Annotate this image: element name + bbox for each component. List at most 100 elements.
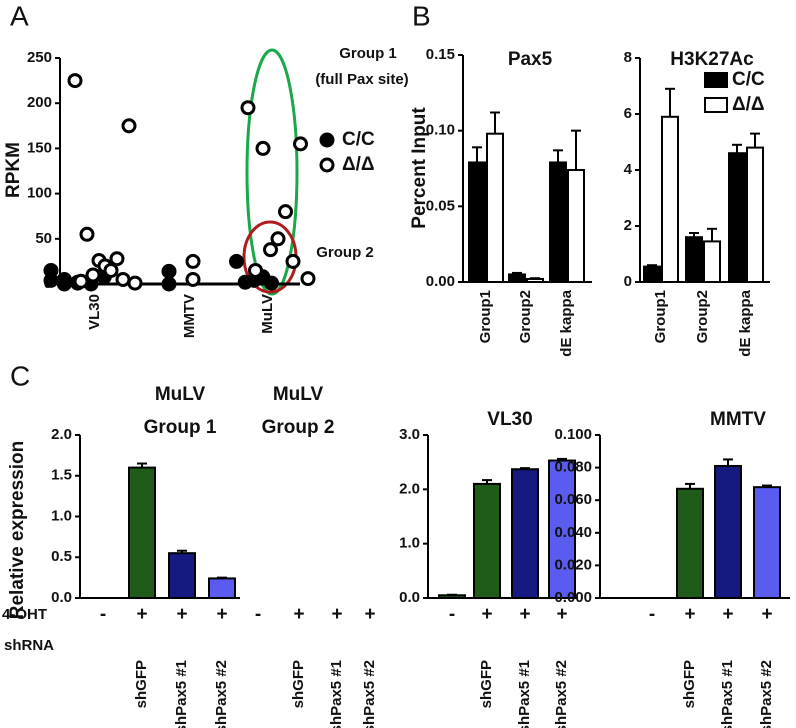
y-axis-label: Relative expression [7, 441, 28, 619]
treatment-label: + [331, 604, 342, 625]
data-point [121, 118, 137, 134]
panel-label: B [412, 0, 431, 31]
treatment-label: + [684, 604, 695, 625]
data-point [264, 275, 279, 291]
data-point [161, 276, 177, 292]
row-label: shRNA [4, 637, 54, 654]
treatment-label: + [722, 604, 733, 625]
treatment-label: + [481, 604, 492, 625]
treatment-label: + [216, 604, 227, 625]
chart-title: Group 2 [262, 417, 335, 438]
y-tick-label: 0.10 [426, 122, 455, 139]
data-point [43, 272, 59, 288]
chart-title: MMTV [710, 409, 766, 430]
data-point [161, 263, 177, 279]
treatment-label: - [255, 604, 261, 625]
y-tick-label: 2 [624, 217, 632, 234]
x-tick-label: shPax5 #1 [173, 660, 190, 728]
x-tick-label: dE kappa [558, 289, 575, 356]
x-tick-label: Group1 [477, 290, 494, 343]
bar [746, 146, 764, 283]
data-point [278, 204, 293, 220]
bar [661, 115, 679, 283]
y-axis-label: RPKM [3, 142, 24, 198]
y-tick-label: 0.0 [399, 589, 420, 606]
x-tick-label: shPax5 #2 [213, 660, 230, 728]
y-axis-label: Percent Input [409, 107, 430, 229]
bar [168, 552, 196, 599]
bar [549, 161, 567, 284]
bar [473, 482, 501, 599]
x-tick-label: shGFP [478, 660, 495, 708]
data-point [85, 267, 101, 283]
treatment-label: + [136, 604, 147, 625]
treatment-label: + [761, 604, 772, 625]
legend-label: C/C [732, 69, 765, 90]
chart-title: Group 1 [144, 417, 217, 438]
y-tick-label: 100 [27, 185, 52, 202]
data-point [263, 242, 278, 258]
bar [208, 577, 236, 600]
treatment-label: + [176, 604, 187, 625]
x-tick-label: shGFP [681, 660, 698, 708]
x-tick-label: Group1 [652, 290, 669, 343]
y-tick-label: 0.100 [554, 426, 592, 443]
treatment-label: + [519, 604, 530, 625]
panel-label: C [10, 360, 30, 391]
bar [508, 273, 526, 283]
treatment-label: - [100, 604, 106, 625]
y-tick-label: 0.000 [554, 589, 592, 606]
y-tick-label: 0.0 [51, 589, 72, 606]
bar [567, 169, 585, 283]
annotation: Group 2 [316, 244, 374, 261]
data-point [237, 274, 253, 290]
data-point [185, 253, 201, 269]
y-tick-label: 50 [35, 230, 52, 247]
bar [511, 468, 539, 600]
bar [468, 161, 486, 284]
x-tick-label: shPax5 #2 [361, 660, 378, 728]
bar [676, 487, 704, 600]
y-tick-label: 0.040 [554, 524, 592, 541]
data-point [127, 275, 143, 291]
bar [714, 464, 742, 599]
y-tick-label: 2.0 [399, 480, 420, 497]
data-point [79, 226, 95, 242]
bar [486, 132, 504, 283]
legend-marker [704, 72, 728, 88]
x-tick-label: Group2 [694, 290, 711, 343]
chart-title: H3K27Ac [670, 49, 754, 70]
x-tick-label: MuLV [259, 294, 276, 334]
data-point [229, 253, 244, 269]
x-tick-label: shPax5 #1 [516, 660, 533, 728]
legend-marker [319, 132, 335, 148]
x-tick-label: MMTV [181, 294, 198, 338]
legend-label: Δ/Δ [342, 154, 375, 175]
x-tick-label: shPax5 #1 [719, 660, 736, 728]
y-tick-label: 3.0 [399, 426, 420, 443]
y-tick-label: 250 [27, 49, 52, 66]
y-tick-label: 0.00 [426, 273, 455, 290]
data-point [300, 271, 316, 287]
data-point [270, 231, 286, 247]
treatment-label: - [449, 604, 455, 625]
data-point [240, 100, 256, 116]
bar [643, 265, 661, 284]
x-tick-label: shGFP [133, 660, 150, 708]
y-tick-label: 200 [27, 94, 52, 111]
x-tick-label: Group2 [517, 290, 534, 343]
treatment-label: + [293, 604, 304, 625]
x-tick-label: VL30 [86, 294, 103, 330]
data-point [73, 273, 89, 289]
x-tick-label: shPax5 #2 [553, 660, 570, 728]
legend-marker [319, 157, 335, 173]
bar [526, 277, 544, 283]
legend-label: Δ/Δ [732, 94, 765, 115]
x-tick-label: shPax5 #2 [758, 660, 775, 728]
legend-marker [704, 97, 728, 113]
bar [753, 486, 781, 599]
annotation: Group 1 [339, 45, 397, 62]
y-tick-label: 0.020 [554, 556, 592, 573]
data-point [56, 276, 72, 292]
